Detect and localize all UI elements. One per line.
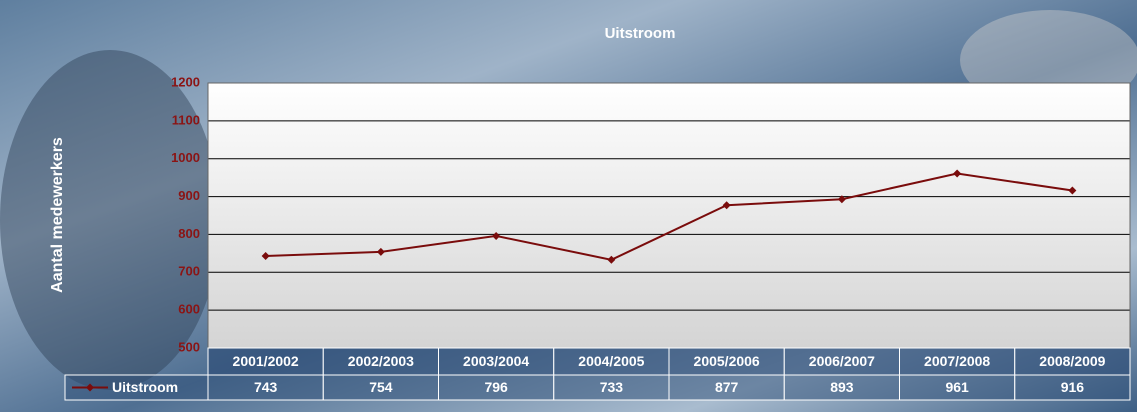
y-tick-label: 700	[178, 264, 200, 279]
x-tick-label: 2002/2003	[348, 353, 414, 369]
x-tick-label: 2008/2009	[1039, 353, 1105, 369]
table-value: 961	[945, 379, 969, 395]
y-axis-label: Aantal medewerkers	[49, 137, 66, 293]
x-tick-label: 2007/2008	[924, 353, 990, 369]
plot-area	[208, 83, 1130, 348]
y-tick-label: 800	[178, 226, 200, 241]
x-tick-label: 2006/2007	[809, 353, 875, 369]
x-tick-label: 2003/2004	[463, 353, 529, 369]
table-value: 916	[1061, 379, 1085, 395]
y-tick-label: 1100	[172, 112, 200, 127]
table-value: 877	[715, 379, 739, 395]
legend-label: Uitstroom	[112, 379, 178, 395]
y-tick-label: 500	[178, 339, 200, 354]
y-tick-label: 600	[178, 302, 200, 317]
x-tick-label: 2004/2005	[578, 353, 644, 369]
page: Uitstroom Aantal medewerkers 500 600 700 80…	[0, 0, 1137, 412]
table-value: 743	[254, 379, 278, 395]
y-tick-label: 900	[178, 188, 200, 203]
table-value: 754	[369, 379, 393, 395]
chart-title: Uitstroom	[605, 25, 676, 42]
table-value: 733	[600, 379, 624, 395]
table-value: 796	[484, 379, 508, 395]
table-value: 893	[830, 379, 854, 395]
chart: Uitstroom Aantal medewerkers 500 600 700 80…	[0, 0, 1137, 412]
y-tick-label: 1200	[171, 74, 200, 89]
x-tick-label: 2005/2006	[694, 353, 760, 369]
y-tick-label: 1000	[171, 150, 200, 165]
x-tick-label: 2001/2002	[233, 353, 299, 369]
